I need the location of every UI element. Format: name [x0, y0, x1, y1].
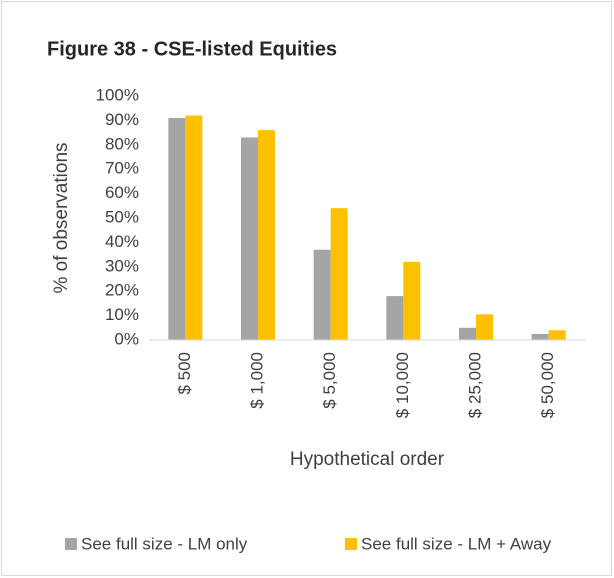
x-tick-label: $ 500: [175, 352, 194, 395]
x-tick-label: $ 5,000: [320, 352, 339, 409]
bar: [330, 208, 348, 340]
x-tick-label: $ 25,000: [465, 352, 484, 418]
bar: [403, 261, 421, 340]
x-tick-label: $ 1,000: [247, 352, 266, 409]
y-tick-label: 100%: [96, 85, 139, 104]
y-tick-label: 70%: [105, 159, 139, 178]
bar: [548, 330, 566, 340]
legend-label: See full size - LM + Away: [361, 534, 552, 553]
bar: [313, 249, 331, 340]
legend-swatch: [345, 538, 357, 550]
legend-label: See full size - LM only: [81, 534, 248, 553]
x-axis-title: Hypothetical order: [290, 449, 445, 470]
bar: [476, 314, 493, 340]
bar: [185, 115, 203, 341]
bar: [531, 333, 549, 340]
bar: [459, 327, 476, 340]
y-tick-label: 90%: [105, 110, 139, 129]
x-tick-label: $ 50,000: [538, 352, 557, 418]
y-tick-label: 50%: [105, 207, 139, 226]
bar: [168, 117, 186, 341]
y-tick-label: 40%: [105, 232, 139, 251]
y-tick-label: 60%: [105, 183, 139, 202]
chart-title: Figure 38 - CSE-listed Equities: [47, 38, 337, 60]
y-tick-label: 80%: [105, 134, 139, 153]
bar: [241, 137, 258, 340]
bar: [386, 296, 404, 340]
y-axis-title: % of observations: [51, 142, 72, 293]
legend-swatch: [65, 538, 77, 550]
y-tick-label: 10%: [105, 305, 139, 324]
y-tick-label: 0%: [114, 329, 139, 348]
bar: [258, 130, 275, 340]
x-tick-label: $ 10,000: [393, 352, 412, 418]
y-tick-label: 20%: [105, 281, 139, 300]
y-tick-label: 30%: [105, 256, 139, 275]
